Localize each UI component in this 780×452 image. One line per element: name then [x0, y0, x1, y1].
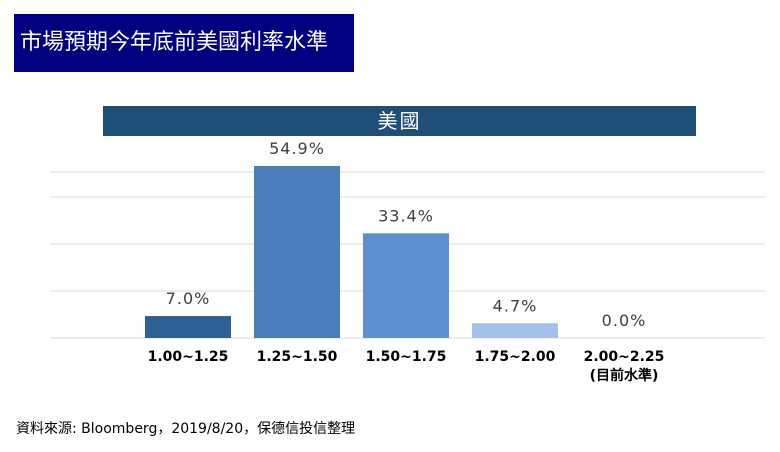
data-label-5: 0.0% [602, 311, 647, 330]
x-tick-sublabel-5: (目前水準) [590, 367, 659, 384]
data-label-1: 7.0% [166, 289, 211, 308]
chart-title: 美國 [103, 106, 696, 136]
bar-4 [472, 323, 558, 338]
x-tick-label-3: 1.50~1.75 [366, 349, 447, 365]
data-label-4: 4.7% [493, 296, 538, 315]
data-label-2: 54.9% [269, 139, 325, 158]
x-tick-label-4: 1.75~2.00 [475, 349, 556, 365]
bar-2 [254, 165, 340, 338]
x-tick-label-5: 2.00~2.25 [584, 349, 665, 365]
bar-1 [145, 316, 231, 338]
source-note: 資料來源: Bloomberg，2019/8/20，保德信投信整理 [16, 421, 356, 437]
x-tick-label-2: 1.25~1.50 [257, 349, 338, 365]
x-tick-label-1: 1.00~1.25 [148, 349, 229, 365]
data-label-3: 33.4% [378, 206, 434, 225]
page-title: 市場預期今年底前美國利率水準 [14, 14, 354, 72]
bar-3 [363, 233, 449, 338]
